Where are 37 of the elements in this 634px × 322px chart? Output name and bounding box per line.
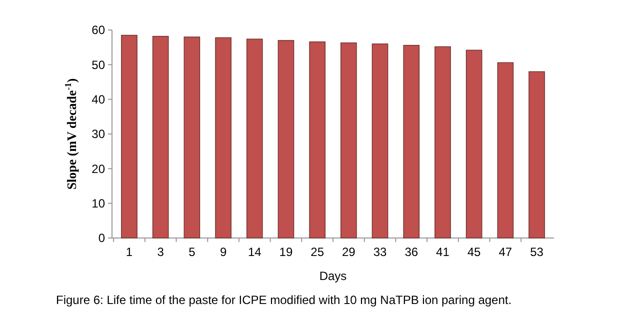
bar: [466, 50, 482, 238]
bar: [434, 46, 451, 238]
x-tick-label: 47: [498, 245, 512, 259]
bar: [403, 44, 420, 238]
y-tick-label: 10: [92, 196, 106, 211]
x-tick-label: 53: [530, 245, 544, 259]
bar: [309, 41, 326, 238]
bar: [497, 62, 514, 238]
x-tick-label: 41: [436, 245, 450, 259]
x-tick-label: 36: [404, 245, 418, 259]
x-tick-label: 29: [342, 245, 356, 259]
bar: [184, 36, 200, 238]
y-tick-label: 40: [92, 92, 106, 107]
x-tick-label: 3: [157, 245, 164, 259]
bar: [278, 40, 294, 238]
y-tick-label: 60: [92, 23, 106, 38]
bar: [528, 71, 545, 238]
x-axis-title: Days: [319, 269, 347, 283]
caption: Figure 6: Life time of the paste for ICPE modified with 10 mg NaTPB ion paring agent.: [56, 293, 512, 307]
x-tick-label: 5: [188, 245, 196, 259]
y-tick-label: 30: [92, 127, 106, 142]
y-tick-label: 50: [92, 58, 106, 72]
x-tick-label: 45: [467, 245, 482, 259]
y-tick-label: 0: [98, 231, 106, 246]
x-tick-label: 1: [126, 245, 133, 259]
x-tick-label: 14: [248, 245, 262, 259]
bar: [215, 37, 232, 238]
x-tick-label: 9: [220, 245, 227, 259]
bar: [372, 44, 388, 238]
bar: [121, 34, 138, 238]
bar: [152, 36, 169, 238]
x-tick-label: 19: [279, 245, 293, 259]
bar: [246, 38, 263, 238]
y-tick-label: 20: [92, 162, 106, 176]
x-tick-label: 33: [373, 245, 388, 259]
bar: [340, 42, 357, 238]
x-tick-label: 25: [310, 245, 324, 259]
